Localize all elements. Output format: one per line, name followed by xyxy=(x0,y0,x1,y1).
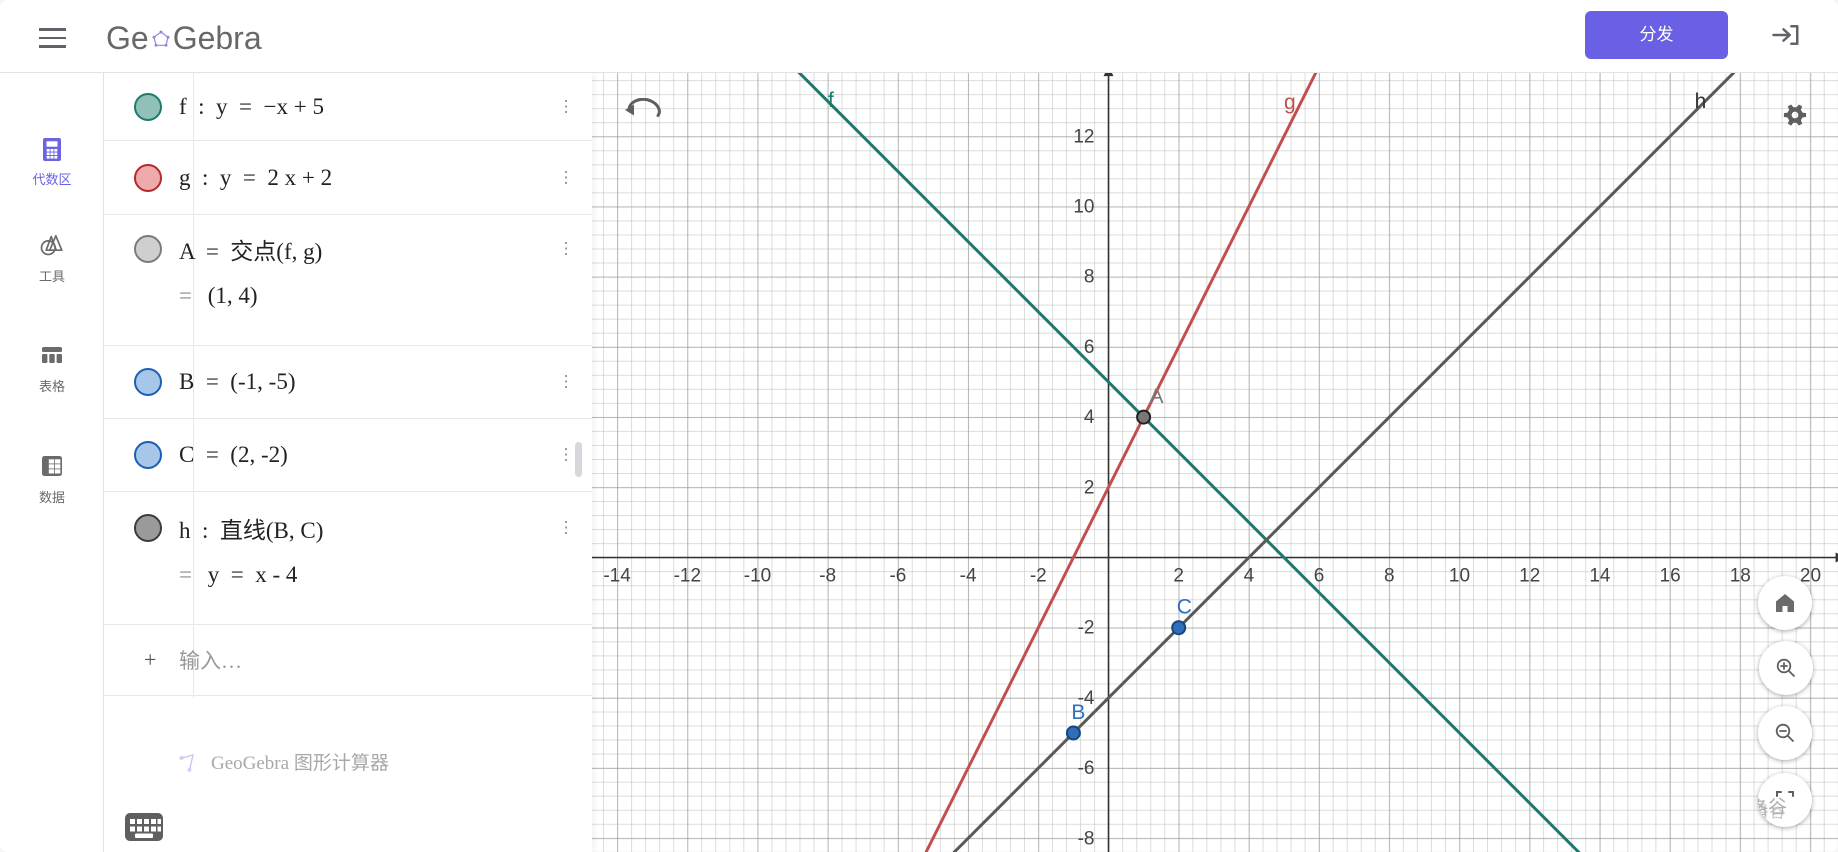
svg-text:10: 10 xyxy=(1073,197,1094,218)
svg-text:14: 14 xyxy=(1589,566,1611,587)
svg-text:-2: -2 xyxy=(1078,618,1095,639)
svg-text:2: 2 xyxy=(1084,477,1095,498)
svg-text:18: 18 xyxy=(1730,566,1751,587)
svg-text:-8: -8 xyxy=(1078,828,1095,849)
svg-text:B: B xyxy=(1071,701,1085,724)
svg-text:f: f xyxy=(828,89,834,112)
svg-text:4: 4 xyxy=(1084,407,1095,428)
svg-text:-12: -12 xyxy=(674,566,701,587)
svg-text:-4: -4 xyxy=(960,566,977,587)
svg-text:4: 4 xyxy=(1244,566,1255,587)
svg-text:8: 8 xyxy=(1084,267,1095,288)
svg-text:-8: -8 xyxy=(819,566,836,587)
svg-text:h: h xyxy=(1695,90,1707,113)
svg-text:12: 12 xyxy=(1073,126,1094,147)
svg-text:C: C xyxy=(1177,596,1192,619)
svg-text:-14: -14 xyxy=(603,566,631,587)
svg-text:14: 14 xyxy=(1073,73,1095,77)
svg-text:12: 12 xyxy=(1519,566,1540,587)
svg-text:10: 10 xyxy=(1449,566,1470,587)
svg-text:A: A xyxy=(1150,385,1164,408)
svg-text:8: 8 xyxy=(1384,566,1395,587)
svg-text:-10: -10 xyxy=(744,566,771,587)
svg-text:6: 6 xyxy=(1314,566,1325,587)
svg-text:-6: -6 xyxy=(889,566,906,587)
svg-text:6: 6 xyxy=(1084,337,1095,358)
svg-text:-6: -6 xyxy=(1078,758,1095,779)
svg-text:2: 2 xyxy=(1173,566,1184,587)
svg-text:g: g xyxy=(1284,91,1296,114)
svg-text:16: 16 xyxy=(1660,566,1681,587)
svg-text:-2: -2 xyxy=(1030,566,1047,587)
